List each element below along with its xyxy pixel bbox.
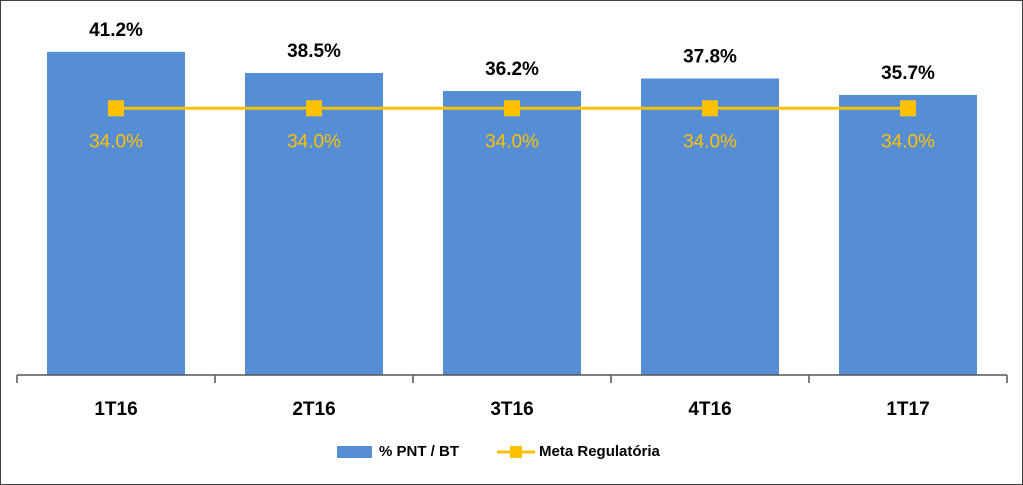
x-tick-label: 2T16 bbox=[292, 399, 335, 420]
bar bbox=[245, 72, 383, 375]
line-value-label: 34.0% bbox=[683, 131, 737, 152]
legend-marker bbox=[510, 446, 523, 458]
x-tick-label: 3T16 bbox=[490, 399, 533, 420]
bar bbox=[641, 78, 779, 375]
x-tick-label: 1T16 bbox=[94, 399, 137, 420]
line-value-label: 34.0% bbox=[287, 131, 341, 152]
line-value-label: 34.0% bbox=[485, 131, 539, 152]
line-value-label: 34.0% bbox=[89, 131, 143, 152]
legend-swatch bbox=[337, 446, 372, 458]
bar-value-label: 38.5% bbox=[287, 41, 341, 62]
line-marker bbox=[108, 100, 124, 117]
line-value-label: 34.0% bbox=[881, 131, 935, 152]
x-tick-label: 4T16 bbox=[688, 399, 731, 420]
bar-value-label: 35.7% bbox=[881, 63, 935, 84]
bar-value-label: 37.8% bbox=[683, 46, 737, 67]
line-marker bbox=[504, 100, 520, 117]
bar-value-label: 41.2% bbox=[89, 20, 143, 41]
line-marker bbox=[702, 100, 718, 117]
line-marker bbox=[306, 100, 322, 117]
line-marker bbox=[900, 100, 916, 117]
legend-label: Meta Regulatória bbox=[539, 443, 661, 460]
bar bbox=[839, 94, 977, 375]
x-tick-label: 1T17 bbox=[886, 399, 929, 420]
legend-label: % PNT / BT bbox=[379, 443, 459, 460]
bar-value-label: 36.2% bbox=[485, 59, 539, 80]
bar bbox=[47, 51, 185, 375]
bar bbox=[443, 91, 581, 375]
